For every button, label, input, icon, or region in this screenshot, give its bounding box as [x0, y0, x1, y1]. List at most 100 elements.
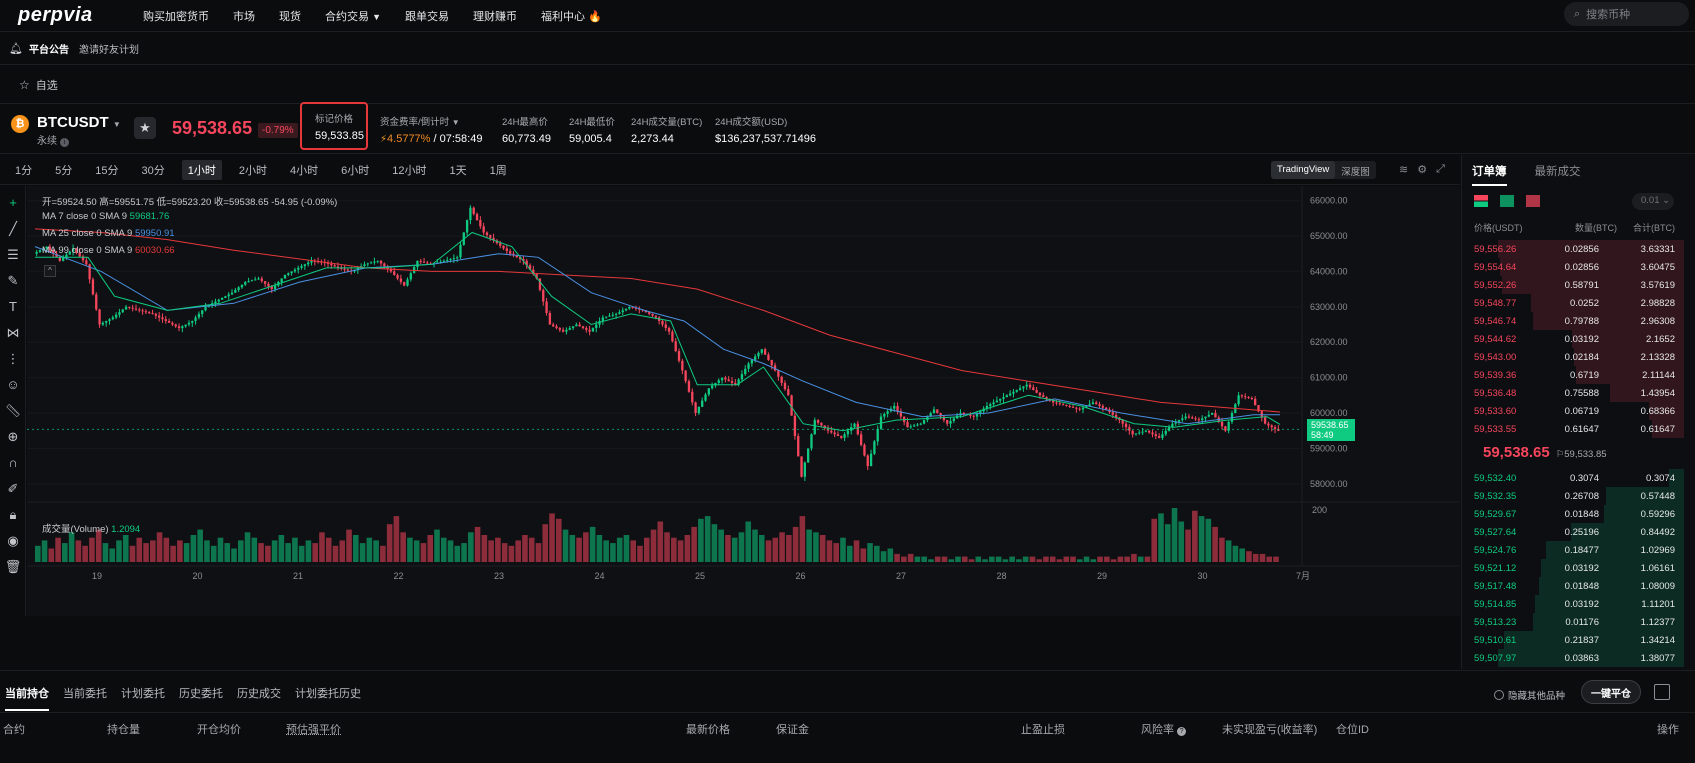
timeframe-12h[interactable]: 12小时 [392, 164, 427, 177]
volume-bar [603, 540, 609, 562]
tab-trade-history[interactable]: 历史成交 [237, 688, 281, 700]
volume-bar [975, 556, 982, 562]
search-input[interactable]: ⌕ 搜索币种 [1564, 2, 1689, 26]
depth-chart-tab[interactable]: 深度图 [1341, 167, 1370, 178]
lock-icon[interactable]: 🔒︎ [9, 507, 17, 522]
bid-row[interactable]: 59,527.64 0.25196 0.84492 [1462, 523, 1684, 541]
nav-link-copy-trading[interactable]: 跟单交易 [404, 11, 449, 23]
timeframe-1m[interactable]: 1分 [15, 164, 33, 177]
asks-only-view-icon[interactable] [1526, 195, 1540, 207]
ask-row[interactable]: 59,552.26 0.58791 3.57619 [1462, 276, 1684, 294]
timeframe-1d[interactable]: 1天 [449, 164, 467, 177]
bid-depth-bar [1541, 559, 1684, 577]
precision-select[interactable]: 0.01 ⌄ [1632, 193, 1674, 210]
gear-icon[interactable]: ⚙ [1417, 164, 1428, 176]
ask-row[interactable]: 59,556.26 0.02856 3.63331 [1462, 240, 1684, 258]
symbol-selector[interactable]: BTCUSDT ▼ [37, 114, 121, 131]
bid-row[interactable]: 59,513.23 0.01176 1.12377 [1462, 613, 1684, 631]
tradingview-tab[interactable]: TradingView [1271, 161, 1336, 179]
ask-row[interactable]: 59,539.36 0.6719 2.11144 [1462, 366, 1684, 384]
info-icon[interactable]: i [59, 138, 69, 147]
volume-bar [968, 559, 975, 562]
ask-row[interactable]: 59,536.48 0.75588 1.43954 [1462, 384, 1684, 402]
bid-row[interactable]: 59,532.40 0.3074 0.3074 [1462, 469, 1684, 487]
trend-line-icon[interactable]: ╱ [9, 221, 17, 236]
nav-link-buy-crypto[interactable]: 购买加密货币 [143, 11, 209, 23]
magnet-icon[interactable]: ∩ [8, 455, 18, 470]
candle-body [376, 260, 379, 262]
timeframe-5m[interactable]: 5分 [55, 164, 73, 177]
indicator-icon[interactable]: ≋ [1399, 164, 1409, 176]
candle-body [667, 328, 671, 332]
timeframe-2h[interactable]: 2小时 [238, 164, 267, 177]
bids-only-view-icon[interactable] [1500, 195, 1514, 207]
zoom-in-icon[interactable]: ⊕ [7, 429, 19, 444]
volume-bar [224, 543, 231, 562]
nav-link-futures[interactable]: 合约交易 ▼ [325, 8, 381, 24]
tab-orderbook[interactable]: 订单簿 [1472, 163, 1507, 186]
timeframe-6h[interactable]: 6小时 [341, 164, 370, 177]
ruler-icon[interactable]: 📏︎ [4, 403, 22, 418]
tab-plan-history[interactable]: 计划委托历史 [295, 688, 361, 700]
ask-row[interactable]: 59,544.62 0.03192 2.1652 [1462, 330, 1684, 348]
both-sides-view-icon[interactable] [1474, 195, 1488, 207]
timeframe-4h[interactable]: 4小时 [290, 164, 319, 177]
nav-link-spot[interactable]: 现货 [279, 11, 301, 23]
nav-link-market[interactable]: 市场 [233, 11, 255, 23]
hide-other-symbols-toggle[interactable]: 隐藏其他品种 [1494, 688, 1565, 702]
favorites-label[interactable]: 自选 [35, 79, 58, 92]
bid-row[interactable]: 59,514.85 0.03192 1.11201 [1462, 595, 1684, 613]
tab-recent-trades[interactable]: 最新成交 [1534, 166, 1581, 178]
bid-row[interactable]: 59,507.97 0.03863 1.38077 [1462, 649, 1684, 667]
smiley-icon[interactable]: ☺ [6, 377, 20, 392]
nav-link-rewards[interactable]: 福利中心 🔥 [541, 8, 602, 24]
ask-row[interactable]: 59,533.60 0.06719 0.68366 [1462, 402, 1684, 420]
bid-row[interactable]: 59,524.76 0.18477 1.02969 [1462, 541, 1684, 559]
timeframe-30m[interactable]: 30分 [141, 164, 165, 177]
help-icon[interactable]: ? [1177, 727, 1187, 736]
bid-row[interactable]: 59,529.67 0.01848 0.59296 [1462, 505, 1684, 523]
collapse-legend-icon[interactable]: ^ [44, 265, 56, 277]
timeframe-1w[interactable]: 1周 [489, 164, 507, 177]
projection-icon[interactable]: ⋮ [6, 351, 20, 366]
fullscreen-icon[interactable]: ⤢ [1436, 163, 1445, 175]
timeframe-15m[interactable]: 15分 [95, 164, 119, 177]
volume-bar [752, 529, 758, 562]
tab-plan-orders[interactable]: 计划委托 [121, 688, 165, 700]
timeframe-1h[interactable]: 1小时 [181, 159, 222, 180]
funding-rate-stat[interactable]: 资金费率/倒计时 ▼ ⚡4.5777% / 07:58:49 [380, 114, 482, 145]
ask-row[interactable]: 59,548.77 0.0252 2.98828 [1462, 294, 1684, 312]
close-all-button[interactable]: 一键平仓 [1581, 680, 1641, 704]
crosshair-icon[interactable]: + [9, 195, 17, 210]
tab-order-history[interactable]: 历史委托 [179, 688, 223, 700]
pattern-icon[interactable]: ⋈ [6, 325, 20, 340]
announcement-text[interactable]: 邀请好友计划 [78, 45, 139, 56]
brush-icon[interactable]: ✎ [7, 273, 19, 288]
price-chart[interactable]: 66000.00 65000.00 64000.00 63000.00 62000.00… [27, 186, 1460, 616]
trash-icon[interactable]: 🗑︎ [4, 559, 22, 574]
favorite-star-button[interactable]: ★ [134, 117, 156, 139]
volume-bar [846, 545, 853, 562]
bid-row[interactable]: 59,532.35 0.26708 0.57448 [1462, 487, 1684, 505]
ask-row[interactable]: 59,543.00 0.02184 2.13328 [1462, 348, 1684, 366]
chart-canvas[interactable]: 66000.00 65000.00 64000.00 63000.00 62000.00… [27, 186, 1460, 616]
ask-row[interactable]: 59,533.55 0.61647 0.61647 [1462, 420, 1684, 438]
eye-icon[interactable]: ◉ [7, 533, 19, 548]
bid-row[interactable]: 59,510.61 0.21837 1.34214 [1462, 631, 1684, 649]
tab-positions[interactable]: 当前持仓 [5, 685, 49, 711]
brand-logo[interactable]: perpvia [18, 4, 93, 27]
candle-body [1197, 419, 1201, 421]
nav-link-earn[interactable]: 理财赚币 [472, 11, 517, 23]
ask-row[interactable]: 59,554.64 0.02856 3.60475 [1462, 258, 1684, 276]
candle-body [161, 317, 164, 320]
bid-row[interactable]: 59,517.48 0.01848 1.08009 [1462, 577, 1684, 595]
chart-settings-icon[interactable] [1654, 684, 1670, 700]
candle-body [1267, 423, 1270, 426]
ask-row[interactable]: 59,546.74 0.79788 2.96308 [1462, 312, 1684, 330]
bid-row[interactable]: 59,521.12 0.03192 1.06161 [1462, 559, 1684, 577]
pencil-lock-icon[interactable]: ✐ [7, 481, 19, 496]
star-outline-icon[interactable]: ☆ [19, 77, 30, 92]
horizontal-lines-icon[interactable]: ☰ [7, 247, 19, 262]
text-tool-icon[interactable]: T [9, 299, 17, 314]
tab-open-orders[interactable]: 当前委托 [63, 688, 107, 700]
